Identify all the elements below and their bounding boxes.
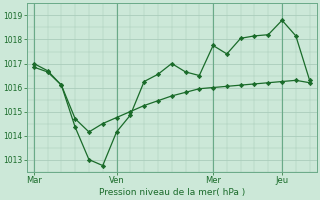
X-axis label: Pression niveau de la mer( hPa ): Pression niveau de la mer( hPa ) [99,188,245,197]
